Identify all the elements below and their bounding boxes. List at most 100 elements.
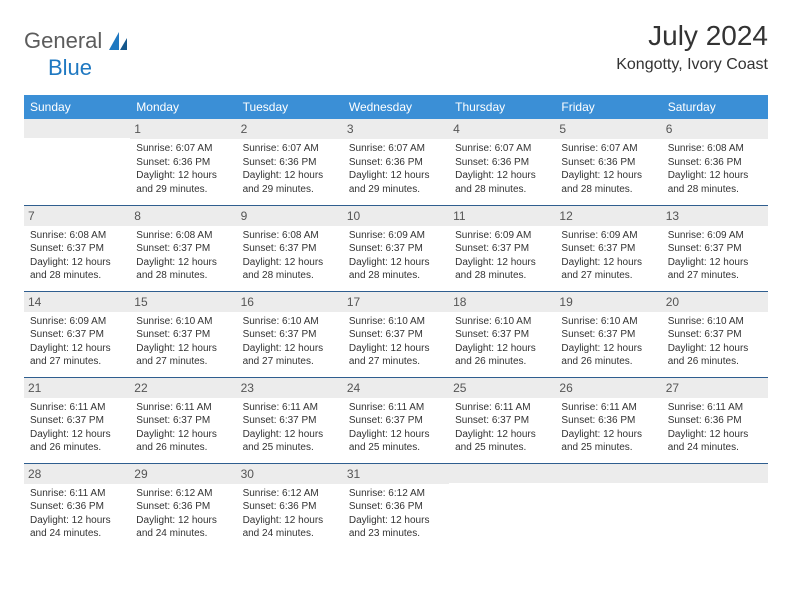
calendar-header-row: SundayMondayTuesdayWednesdayThursdayFrid… — [24, 95, 768, 119]
calendar-week-row: 28Sunrise: 6:11 AMSunset: 6:36 PMDayligh… — [24, 463, 768, 549]
sunset-line: Sunset: 6:37 PM — [30, 328, 124, 342]
day-number: 3 — [343, 119, 449, 139]
calendar-day-cell: 30Sunrise: 6:12 AMSunset: 6:36 PMDayligh… — [237, 463, 343, 549]
day-number: 25 — [449, 378, 555, 398]
daylight-line: and 26 minutes. — [561, 355, 655, 369]
calendar-day-cell: 25Sunrise: 6:11 AMSunset: 6:37 PMDayligh… — [449, 377, 555, 463]
daylight-line: and 29 minutes. — [243, 183, 337, 197]
calendar-day-cell: 4Sunrise: 6:07 AMSunset: 6:36 PMDaylight… — [449, 119, 555, 205]
calendar-day-cell: 31Sunrise: 6:12 AMSunset: 6:36 PMDayligh… — [343, 463, 449, 549]
calendar-week-row: 7Sunrise: 6:08 AMSunset: 6:37 PMDaylight… — [24, 205, 768, 291]
sunrise-line: Sunrise: 6:11 AM — [30, 401, 124, 415]
logo-word-general: General — [24, 28, 102, 53]
calendar-day-cell — [24, 119, 130, 205]
calendar-day-cell: 24Sunrise: 6:11 AMSunset: 6:37 PMDayligh… — [343, 377, 449, 463]
day-number: 19 — [555, 292, 661, 312]
sunrise-line: Sunrise: 6:07 AM — [136, 142, 230, 156]
sunset-line: Sunset: 6:37 PM — [243, 328, 337, 342]
day-number-empty — [449, 464, 555, 483]
day-number: 15 — [130, 292, 236, 312]
sunrise-line: Sunrise: 6:11 AM — [668, 401, 762, 415]
day-number: 13 — [662, 206, 768, 226]
weekday-header: Thursday — [449, 95, 555, 119]
weekday-header: Sunday — [24, 95, 130, 119]
daylight-line: Daylight: 12 hours — [349, 169, 443, 183]
daylight-line: Daylight: 12 hours — [455, 256, 549, 270]
sunrise-line: Sunrise: 6:09 AM — [455, 229, 549, 243]
daylight-line: and 27 minutes. — [30, 355, 124, 369]
daylight-line: and 24 minutes. — [243, 527, 337, 541]
calendar-day-cell: 27Sunrise: 6:11 AMSunset: 6:36 PMDayligh… — [662, 377, 768, 463]
day-number: 26 — [555, 378, 661, 398]
weekday-header: Monday — [130, 95, 236, 119]
daylight-line: and 25 minutes. — [349, 441, 443, 455]
daylight-line: Daylight: 12 hours — [455, 169, 549, 183]
sunset-line: Sunset: 6:36 PM — [561, 414, 655, 428]
daylight-line: Daylight: 12 hours — [668, 169, 762, 183]
sunset-line: Sunset: 6:37 PM — [136, 242, 230, 256]
sunrise-line: Sunrise: 6:10 AM — [349, 315, 443, 329]
sunset-line: Sunset: 6:37 PM — [349, 414, 443, 428]
daylight-line: Daylight: 12 hours — [30, 514, 124, 528]
sunrise-line: Sunrise: 6:09 AM — [668, 229, 762, 243]
sunset-line: Sunset: 6:36 PM — [455, 156, 549, 170]
calendar-day-cell: 2 Sunrise: 6:07 AMSunset: 6:36 PMDaylight… — [237, 119, 343, 205]
daylight-line: and 25 minutes. — [561, 441, 655, 455]
calendar-day-cell: 8Sunrise: 6:08 AMSunset: 6:37 PMDaylight… — [130, 205, 236, 291]
day-number-empty — [24, 119, 130, 138]
daylight-line: Daylight: 12 hours — [243, 256, 337, 270]
daylight-line: Daylight: 12 hours — [668, 428, 762, 442]
sunset-line: Sunset: 6:36 PM — [243, 156, 337, 170]
daylight-line: and 27 minutes. — [243, 355, 337, 369]
sunrise-line: Sunrise: 6:07 AM — [243, 142, 337, 156]
sunrise-line: Sunrise: 6:11 AM — [349, 401, 443, 415]
sunrise-line: Sunrise: 6:08 AM — [668, 142, 762, 156]
calendar-day-cell: 11Sunrise: 6:09 AMSunset: 6:37 PMDayligh… — [449, 205, 555, 291]
day-number: 30 — [237, 464, 343, 484]
day-number: 21 — [24, 378, 130, 398]
daylight-line: Daylight: 12 hours — [561, 428, 655, 442]
logo: General Blue — [24, 28, 131, 81]
day-number: 31 — [343, 464, 449, 484]
day-number: 5 — [555, 119, 661, 139]
sunrise-line: Sunrise: 6:12 AM — [349, 487, 443, 501]
day-number: 14 — [24, 292, 130, 312]
day-number-empty — [662, 464, 768, 483]
calendar-day-cell: 9Sunrise: 6:08 AMSunset: 6:37 PMDaylight… — [237, 205, 343, 291]
day-number: 22 — [130, 378, 236, 398]
calendar-day-cell: 6Sunrise: 6:08 AMSunset: 6:36 PMDaylight… — [662, 119, 768, 205]
calendar-day-cell: 22Sunrise: 6:11 AMSunset: 6:37 PMDayligh… — [130, 377, 236, 463]
day-number: 23 — [237, 378, 343, 398]
daylight-line: Daylight: 12 hours — [455, 342, 549, 356]
daylight-line: Daylight: 12 hours — [243, 428, 337, 442]
sunset-line: Sunset: 6:36 PM — [136, 156, 230, 170]
logo-text-block: General Blue — [24, 28, 131, 81]
weekday-header: Friday — [555, 95, 661, 119]
calendar-table: SundayMondayTuesdayWednesdayThursdayFrid… — [24, 95, 768, 549]
calendar-day-cell — [449, 463, 555, 549]
daylight-line: and 28 minutes. — [136, 269, 230, 283]
daylight-line: Daylight: 12 hours — [30, 256, 124, 270]
day-number: 2 — [237, 119, 343, 139]
daylight-line: Daylight: 12 hours — [561, 169, 655, 183]
calendar-day-cell: 16Sunrise: 6:10 AMSunset: 6:37 PMDayligh… — [237, 291, 343, 377]
daylight-line: and 27 minutes. — [561, 269, 655, 283]
sunrise-line: Sunrise: 6:11 AM — [30, 487, 124, 501]
day-number: 17 — [343, 292, 449, 312]
daylight-line: Daylight: 12 hours — [243, 169, 337, 183]
calendar-day-cell — [555, 463, 661, 549]
sunrise-line: Sunrise: 6:11 AM — [243, 401, 337, 415]
sunrise-line: Sunrise: 6:12 AM — [243, 487, 337, 501]
sunset-line: Sunset: 6:37 PM — [668, 328, 762, 342]
sunset-line: Sunset: 6:36 PM — [561, 156, 655, 170]
calendar-day-cell: 26Sunrise: 6:11 AMSunset: 6:36 PMDayligh… — [555, 377, 661, 463]
sunrise-line: Sunrise: 6:10 AM — [136, 315, 230, 329]
sunrise-line: Sunrise: 6:08 AM — [30, 229, 124, 243]
month-title: July 2024 — [616, 20, 768, 52]
day-number: 4 — [449, 119, 555, 139]
day-number: 24 — [343, 378, 449, 398]
sunset-line: Sunset: 6:37 PM — [349, 328, 443, 342]
daylight-line: and 25 minutes. — [455, 441, 549, 455]
day-number-empty — [555, 464, 661, 483]
page-header: General Blue July 2024 Kongotty, Ivory C… — [24, 20, 768, 81]
